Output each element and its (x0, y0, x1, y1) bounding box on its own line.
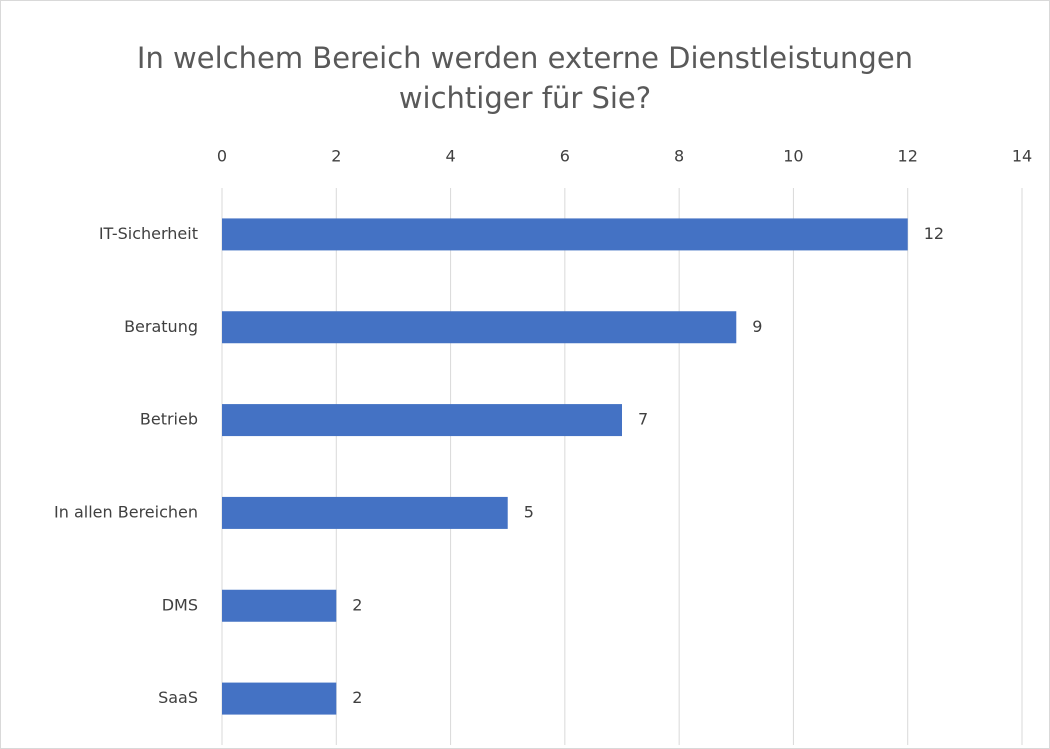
y-tick-label: Beratung (124, 317, 198, 336)
y-tick-label: Betrieb (140, 410, 198, 429)
y-tick-label: IT-Sicherheit (99, 224, 198, 243)
bar (222, 404, 622, 437)
data-label: 5 (524, 502, 534, 521)
bar (222, 496, 508, 529)
y-tick-label: In allen Bereichen (54, 502, 198, 521)
y-tick-label: DMS (162, 595, 198, 614)
x-tick-label: 10 (783, 147, 803, 166)
data-label: 2 (352, 688, 362, 707)
data-label: 2 (352, 595, 362, 614)
data-label: 7 (638, 410, 648, 429)
chart-title-box: In welchem Bereich werden externe Dienst… (0, 38, 1050, 118)
data-label: 12 (924, 224, 944, 243)
x-tick-label: 12 (898, 147, 918, 166)
x-tick-label: 6 (560, 147, 570, 166)
y-tick-label: SaaS (158, 688, 198, 707)
x-tick-label: 8 (674, 147, 684, 166)
bar (222, 589, 337, 622)
chart-title: In welchem Bereich werden externe Dienst… (136, 41, 914, 115)
bar (222, 218, 908, 251)
bar (222, 311, 737, 344)
x-tick-label: 4 (445, 147, 455, 166)
x-tick-label: 14 (1012, 147, 1032, 166)
x-tick-label: 2 (331, 147, 341, 166)
bar (222, 682, 337, 715)
data-label: 9 (752, 317, 762, 336)
x-tick-label: 0 (217, 147, 227, 166)
